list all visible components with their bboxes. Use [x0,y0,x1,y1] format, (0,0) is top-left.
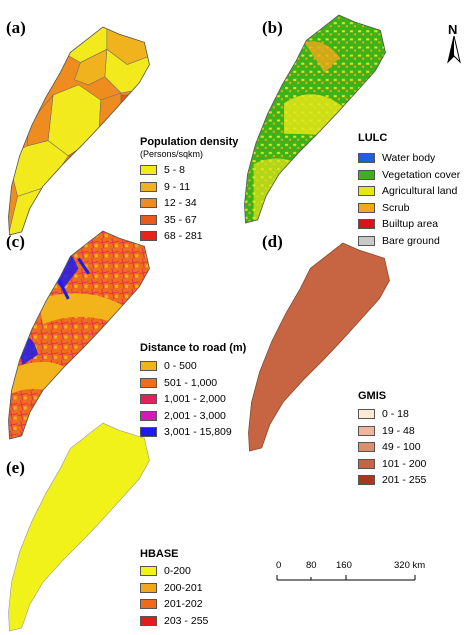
legend-item: 501 - 1,000 [140,375,246,392]
legend-item: 0-200 [140,563,208,580]
legend-item: Agricultural land [358,183,460,200]
legend-item: 49 - 100 [358,439,426,456]
lulc-map [243,14,386,224]
legend-swatch [140,214,157,225]
legend-swatch [140,599,157,610]
legend-item: 35 - 67 [140,212,238,229]
hbase-legend: HBASE 0-200 200-201 201-202 203 - 255 [140,548,208,629]
legend-swatch [358,219,375,230]
legend-title: Distance to road (m) [140,342,247,354]
legend-item: 5 - 8 [140,162,238,179]
lulc-legend: LULC Water body Vegetation cover Agricul… [358,132,460,249]
legend-swatch [140,361,157,372]
legend-swatch [358,458,375,469]
population-density-legend: Population density (Persons/sqkm) 5 - 8 … [140,136,238,245]
legend-swatch [358,409,375,420]
legend-item: Scrub [358,200,460,217]
legend-item: 101 - 200 [358,456,426,473]
legend-swatch [358,442,375,453]
legend-item: 68 - 281 [140,228,238,245]
legend-swatch [358,186,375,197]
legend-title: GMIS [358,390,387,402]
legend-swatch [140,198,157,209]
legend-item: 200-201 [140,580,208,597]
legend-item: 9 - 11 [140,179,238,196]
legend-title: Population density [140,136,239,148]
legend-item: 201-202 [140,596,208,613]
scale-bar: 0 80 160 320 km [276,560,446,590]
legend-item: Builtup area [358,216,460,233]
legend-item: 2,001 - 3,000 [140,408,246,425]
legend-swatch [140,427,157,438]
scale-tick-label: 160 [336,560,352,571]
legend-item: Bare ground [358,233,460,250]
legend-swatch [140,394,157,405]
hbase-map [7,422,150,632]
panel-b-label: (b) [262,18,283,37]
legend-item: 19 - 48 [358,423,426,440]
population-density-map [7,26,150,236]
north-arrow: N [444,22,464,64]
legend-swatch [140,231,157,242]
legend-swatch [140,615,157,626]
legend-swatch [140,566,157,577]
panel-c-label: (c) [6,232,25,251]
north-arrow-icon [447,35,461,64]
legend-item: Water body [358,150,460,167]
scale-bar-graphic [276,575,416,581]
scale-tick-label: 80 [306,560,317,571]
legend-swatch [358,235,375,246]
legend-item: Vegetation cover [358,167,460,184]
distance-to-road-legend: Distance to road (m) 0 - 500 501 - 1,000… [140,342,246,441]
legend-swatch [358,169,375,180]
legend-title: HBASE [140,548,179,560]
distance-to-road-map [7,230,150,440]
legend-swatch [358,202,375,213]
legend-swatch [140,582,157,593]
panel-a-label: (a) [6,18,26,37]
legend-swatch [358,475,375,486]
legend-item: 203 - 255 [140,613,208,630]
legend-swatch [358,153,375,164]
legend-item: 201 - 255 [358,472,426,489]
legend-swatch [140,165,157,176]
legend-item: 1,001 - 2,000 [140,391,246,408]
scale-tick-label: 320 km [394,560,426,571]
scale-tick-label: 0 [276,560,282,571]
gmis-legend: GMIS 0 - 18 19 - 48 49 - 100 101 - 200 2… [358,390,426,489]
panel-d-label: (d) [262,232,283,251]
north-label: N [448,22,458,37]
legend-swatch [140,181,157,192]
legend-item: 3,001 - 15,809 [140,424,246,441]
legend-item: 0 - 18 [358,406,426,423]
legend-swatch [140,410,157,421]
legend-swatch [140,377,157,388]
legend-subtitle: (Persons/sqkm) [140,149,204,159]
legend-item: 0 - 500 [140,358,246,375]
legend-item: 12 - 34 [140,195,238,212]
panel-e-label: (e) [6,458,25,477]
legend-title: LULC [358,132,388,144]
legend-swatch [358,425,375,436]
